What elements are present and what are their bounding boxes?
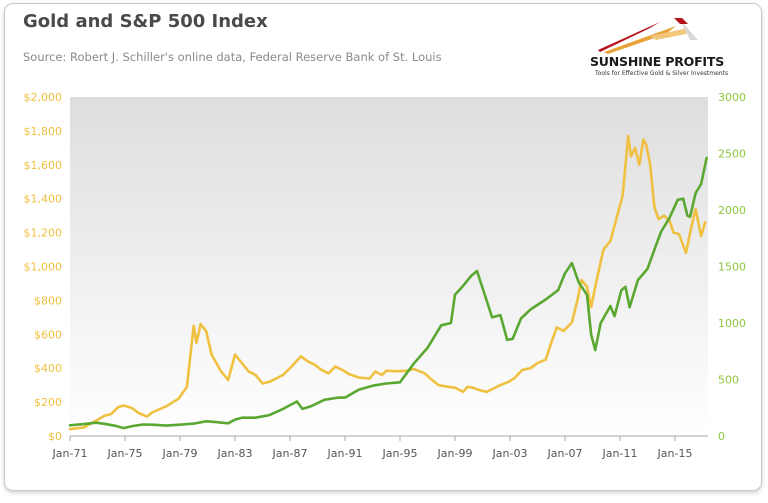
x-tick-label: Jan-79 (162, 447, 198, 460)
chart-subtitle: Source: Robert J. Schiller's online data… (23, 50, 442, 64)
x-tick-label: Jan-07 (547, 447, 583, 460)
x-tick-label: Jan-03 (492, 447, 528, 460)
plot-area (70, 97, 708, 436)
brand-logo: SUNSHINE PROFITS Tools for Effective Gol… (590, 14, 740, 80)
y-right-tick-label: 2500 (718, 148, 746, 161)
y-left-tick-label: $1,400 (24, 193, 63, 206)
y-right-tick-label: 500 (718, 374, 739, 387)
chart-title: Gold and S&P 500 Index (23, 11, 268, 32)
y-left-tick-label: $800 (34, 294, 62, 307)
y-left-tick-label: $400 (34, 362, 62, 375)
y-right-tick-label: 3000 (718, 91, 746, 104)
logo-sunrays-icon (598, 18, 698, 54)
y-left-tick-label: $0 (48, 430, 62, 443)
x-tick-label: Jan-83 (217, 447, 253, 460)
y-left-tick-label: $1,800 (24, 125, 63, 138)
y-right-tick-label: 2000 (718, 204, 746, 217)
x-tick-label: Jan-11 (602, 447, 638, 460)
x-tick-label: Jan-87 (272, 447, 308, 460)
x-tick-label: Jan-91 (327, 447, 363, 460)
x-tick-label: Jan-15 (657, 447, 693, 460)
series-line-left-axis (68, 134, 707, 431)
series-line-right-axis (68, 156, 708, 430)
y-left-tick-label: $200 (34, 396, 62, 409)
x-tick-label: Jan-99 (437, 447, 473, 460)
logo-name: SUNSHINE PROFITS (590, 54, 725, 69)
y-right-tick-label: 0 (718, 430, 725, 443)
y-right-tick-label: 1000 (718, 317, 746, 330)
y-left-tick-label: $1,000 (24, 261, 63, 274)
y-left-tick-label: $2,000 (24, 91, 63, 104)
y-left-tick-label: $1,200 (24, 227, 63, 240)
y-left-tick-label: $600 (34, 328, 62, 341)
x-tick-label: Jan-71 (52, 447, 88, 460)
logo-tagline: Tools for Effective Gold & Silver Invest… (595, 70, 729, 77)
x-tick-label: Jan-95 (382, 447, 418, 460)
y-right-tick-label: 1500 (718, 261, 746, 274)
x-tick-label: Jan-75 (107, 447, 143, 460)
y-left-tick-label: $1,600 (24, 159, 63, 172)
